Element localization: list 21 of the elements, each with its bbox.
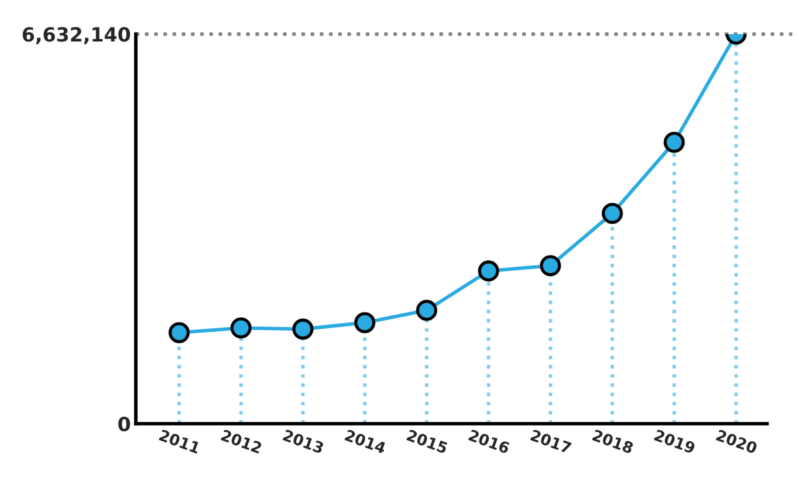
x-tick-label: 2015	[406, 429, 448, 454]
y-tick-label: 0	[118, 416, 130, 432]
x-tick-label: 2018	[592, 429, 634, 454]
point	[292, 318, 314, 340]
y-tick-label: 6,632,140	[22, 27, 130, 44]
point	[416, 300, 438, 321]
point	[168, 322, 190, 344]
x-tick-label: 2020	[716, 429, 758, 454]
point	[664, 132, 685, 153]
x-tick-label: 2011	[158, 429, 201, 454]
point	[540, 255, 562, 276]
x-tick-label: 2017	[530, 429, 572, 454]
point	[354, 312, 376, 334]
point	[230, 317, 252, 338]
point	[478, 260, 500, 282]
x-tick-label: 2012	[220, 429, 262, 454]
x-tick-label: 2013	[282, 429, 324, 454]
point	[602, 202, 623, 224]
x-tick-label: 2016	[468, 429, 510, 454]
x-tick-label: 2019	[654, 429, 696, 454]
x-tick-label: 2014	[344, 429, 387, 454]
